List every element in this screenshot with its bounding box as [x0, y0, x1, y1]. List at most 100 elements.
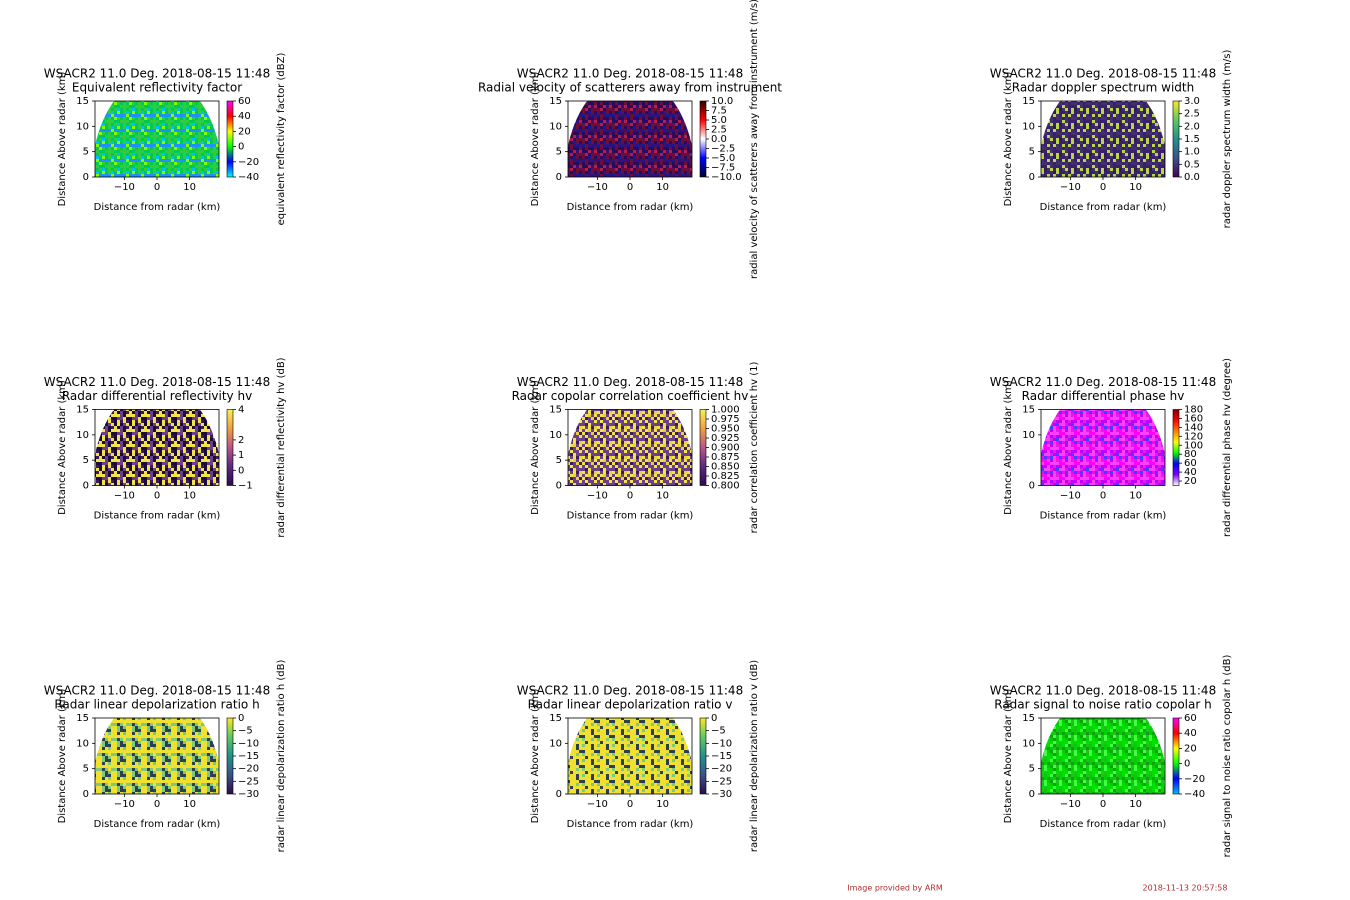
y-tick-label: 5 — [556, 147, 562, 158]
colorbar-tick-label: −10 — [711, 738, 732, 749]
x-tick-label: −10 — [1060, 491, 1081, 502]
colorbar-tick-label: 2 — [238, 435, 244, 446]
x-axis-label: Distance from radar (km) — [1040, 819, 1167, 830]
colorbar-tick-label: 0.850 — [711, 462, 740, 473]
colorbar-tick-label: −15 — [711, 751, 732, 762]
colorbar-tick-label: 0 — [238, 713, 244, 724]
x-axis-label: Distance from radar (km) — [94, 819, 221, 830]
colorbar-label: radial velocity of scatterers away from … — [749, 0, 760, 279]
y-tick-label: 5 — [83, 455, 89, 466]
y-tick-label: 10 — [1022, 738, 1035, 749]
chart-title: WSACR2 11.0 Deg. 2018-08-15 11:48 — [44, 684, 270, 698]
colorbar-tick-label: 160 — [1184, 413, 1203, 424]
chart-title: WSACR2 11.0 Deg. 2018-08-15 11:48 — [44, 67, 270, 81]
colorbar-tick-label: 0.900 — [711, 443, 740, 454]
colorbar-tick-label: 0.800 — [711, 481, 740, 492]
chart-title: WSACR2 11.0 Deg. 2018-08-15 11:48 — [44, 375, 270, 389]
colorbar-tick-label: 0.950 — [711, 424, 740, 435]
y-tick-label: 15 — [549, 713, 562, 724]
colorbar-tick-label: 0.875 — [711, 452, 740, 463]
x-tick-label: 0 — [154, 182, 160, 193]
x-tick-label: 0 — [1100, 182, 1106, 193]
x-tick-label: 0 — [627, 799, 633, 810]
x-tick-label: 10 — [183, 491, 196, 502]
colorbar-label: radar signal to noise ratio copolar h (d… — [1222, 655, 1233, 858]
x-tick-label: 10 — [656, 491, 669, 502]
colorbar-tick-label: −5 — [711, 726, 726, 737]
colorbar-tick-label: 1.000 — [711, 405, 740, 416]
y-tick-label: 15 — [549, 96, 562, 107]
colorbar — [699, 717, 707, 795]
colorbar-tick-label: −25 — [711, 776, 732, 787]
y-tick-label: 0 — [1029, 481, 1035, 492]
x-tick-label: 0 — [154, 799, 160, 810]
chart-subtitle: Radar linear depolarization ratio h — [54, 698, 259, 712]
x-tick-label: −10 — [114, 182, 135, 193]
colorbar-tick-label: −20 — [1184, 774, 1205, 785]
colorbar-tick-label: −15 — [238, 751, 259, 762]
x-tick-label: 10 — [1129, 491, 1142, 502]
colorbar-tick-label: 0.825 — [711, 471, 740, 482]
y-tick-label: 15 — [76, 405, 89, 416]
y-tick-label: 10 — [549, 121, 562, 132]
y-axis-label: Distance Above radar (km) — [1003, 689, 1014, 824]
x-tick-label: −10 — [587, 182, 608, 193]
colorbar — [1172, 409, 1180, 486]
colorbar-tick-label: 40 — [238, 111, 251, 122]
colorbar — [1172, 100, 1180, 178]
colorbar-label: radar doppler spectrum width (m/s) — [1222, 50, 1233, 229]
colorbar-tick-label: 10.0 — [711, 96, 733, 107]
chart-subtitle: Radar differential phase hv — [1022, 389, 1185, 403]
y-tick-label: 0 — [556, 172, 562, 183]
x-tick-label: 10 — [183, 182, 196, 193]
chart-subtitle: Radar doppler spectrum width — [1012, 81, 1194, 95]
colorbar-tick-label: 2.5 — [711, 125, 727, 136]
radar-field — [568, 101, 692, 177]
radar-field — [95, 409, 219, 486]
chart-title: WSACR2 11.0 Deg. 2018-08-15 11:48 — [517, 67, 743, 81]
chart-title: WSACR2 11.0 Deg. 2018-08-15 11:48 — [517, 375, 743, 389]
x-tick-label: 10 — [656, 182, 669, 193]
y-tick-label: 10 — [76, 430, 89, 441]
colorbar — [226, 717, 234, 795]
x-axis-label: Distance from radar (km) — [567, 202, 694, 213]
y-tick-label: 10 — [1022, 121, 1035, 132]
y-tick-label: 10 — [76, 121, 89, 132]
y-axis-label: Distance Above radar (km) — [57, 72, 68, 207]
x-axis-label: Distance from radar (km) — [567, 511, 694, 522]
colorbar-label: radar linear depolarization ratio v (dB) — [749, 660, 760, 852]
colorbar-tick-label: 20 — [1184, 476, 1197, 487]
radar-field — [568, 718, 692, 794]
y-axis-label: Distance Above radar (km) — [530, 380, 541, 515]
x-tick-label: −10 — [1060, 182, 1081, 193]
y-tick-label: 15 — [1022, 405, 1035, 416]
x-tick-label: −10 — [114, 491, 135, 502]
x-axis-label: Distance from radar (km) — [94, 202, 221, 213]
y-axis-label: Distance Above radar (km) — [57, 380, 68, 515]
y-tick-label: 5 — [556, 455, 562, 466]
colorbar-tick-label: 20 — [238, 126, 251, 137]
y-tick-label: 15 — [549, 405, 562, 416]
x-axis-label: Distance from radar (km) — [567, 819, 694, 830]
y-tick-label: 0 — [1029, 172, 1035, 183]
y-tick-label: 15 — [1022, 713, 1035, 724]
colorbar-tick-label: 4 — [238, 405, 244, 416]
y-tick-label: 10 — [76, 738, 89, 749]
chart-subtitle: Radial velocity of scatterers away from … — [478, 81, 782, 95]
chart-title: WSACR2 11.0 Deg. 2018-08-15 11:48 — [517, 684, 743, 698]
colorbar-tick-label: 140 — [1184, 422, 1203, 433]
y-tick-label: 5 — [1029, 147, 1035, 158]
x-axis-label: Distance from radar (km) — [1040, 202, 1167, 213]
colorbar-tick-label: 1 — [238, 450, 244, 461]
colorbar-tick-label: 0.5 — [1184, 159, 1200, 170]
colorbar-tick-label: 0.975 — [711, 414, 740, 425]
colorbar-tick-label: 2.5 — [1184, 109, 1200, 120]
y-tick-label: 5 — [83, 764, 89, 775]
x-tick-label: −10 — [114, 799, 135, 810]
colorbar-tick-label: −40 — [1184, 789, 1205, 800]
colorbar — [699, 100, 707, 178]
radar-field — [1041, 409, 1165, 486]
y-tick-label: 5 — [1029, 764, 1035, 775]
radar-field — [568, 409, 692, 486]
radar-field — [1041, 718, 1165, 794]
